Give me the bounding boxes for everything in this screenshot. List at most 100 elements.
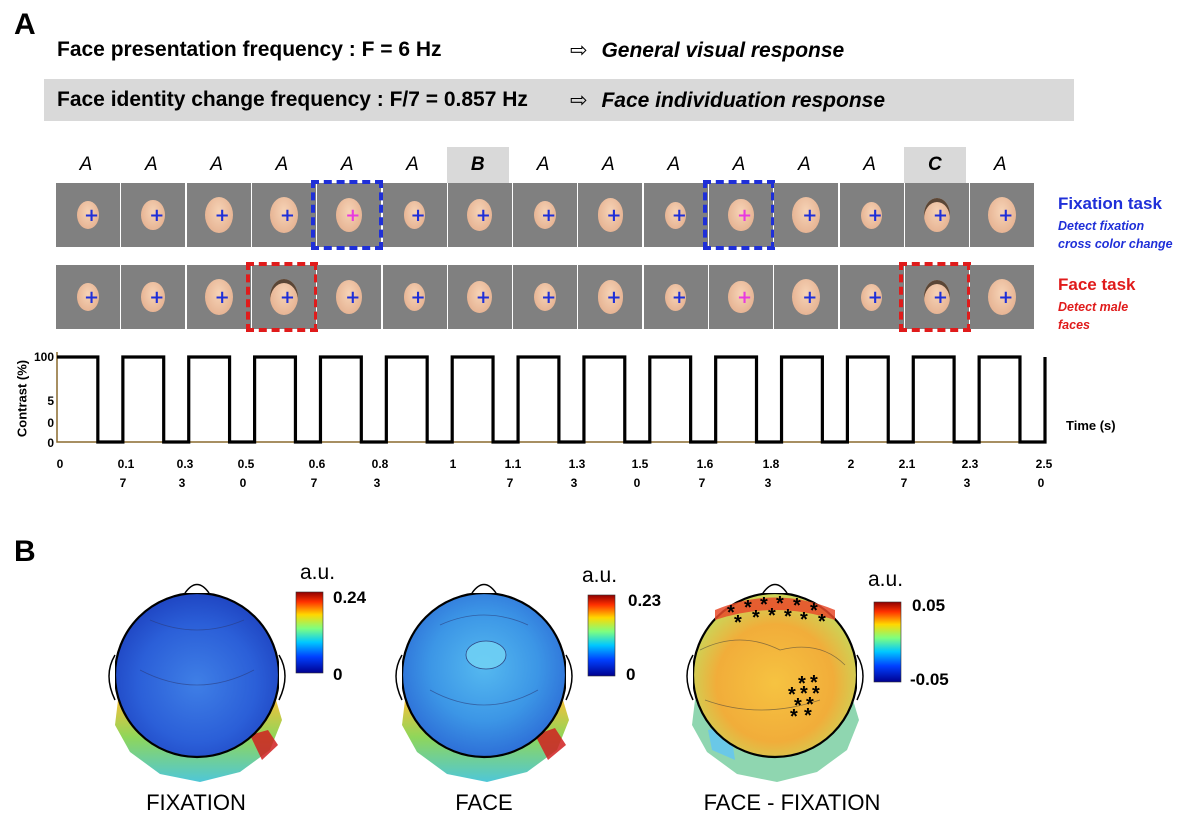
face-image	[467, 280, 493, 314]
face-image	[665, 283, 687, 311]
face-frame: +	[774, 265, 839, 329]
fixation-cross-icon: +	[737, 205, 753, 226]
fixation-cross-icon: +	[867, 205, 883, 226]
fixation-cross-icon: +	[671, 287, 687, 308]
x-tick-label: 1	[449, 457, 457, 471]
x-tick-label: 1.3	[568, 457, 586, 471]
x-tick-label: 0	[1037, 476, 1045, 490]
contrast-square-wave	[57, 355, 1047, 444]
identity-response-line: ⇨ Face individuation response	[570, 88, 885, 113]
sequence-letter: A	[602, 154, 615, 175]
face-frame: +	[970, 265, 1035, 329]
x-tick-label: 0.6	[308, 457, 326, 471]
sequence-letter: A	[797, 154, 811, 175]
fixation-cross-icon: +	[932, 287, 948, 308]
sequence-letter: A	[144, 154, 158, 175]
face-image	[923, 279, 951, 315]
x-tick-label: 7	[698, 476, 706, 490]
y-tick-label: 100	[33, 350, 54, 364]
face-image	[665, 201, 687, 229]
fixation-cross-icon: +	[149, 205, 165, 226]
face-image	[335, 197, 363, 233]
svg-text:*: *	[760, 594, 768, 616]
face-frame: +	[251, 265, 316, 329]
fixation-cross-icon: +	[84, 205, 100, 226]
x-tick-label: 0.3	[176, 457, 194, 471]
face-frame: +	[643, 265, 708, 329]
fixation-cross-icon: +	[737, 287, 753, 308]
face-max-label: 0.23	[628, 591, 662, 610]
fixation-cross-icon: +	[410, 287, 426, 308]
face-task-subtitle-1: Detect male	[1058, 300, 1129, 314]
x-tick-label: 1.8	[762, 457, 780, 471]
fixation-cross-icon: +	[345, 287, 361, 308]
face-image	[728, 198, 754, 232]
presentation-frequency-line: Face presentation frequency : F = 6 Hz	[57, 38, 442, 62]
sequence-letter: A	[667, 154, 681, 175]
svg-text:*: *	[727, 602, 735, 624]
face-frame: +	[643, 183, 708, 247]
sequence-letter: A	[732, 154, 746, 175]
face-frame: +	[839, 183, 904, 247]
face-image	[269, 279, 298, 315]
face-caption: FACE	[455, 790, 513, 815]
sequence-letter: A	[79, 154, 93, 175]
presentation-response-text: General visual response	[601, 39, 845, 62]
sequence-letter: A	[536, 154, 550, 175]
fixation-cross-icon: +	[802, 287, 818, 308]
svg-text:*: *	[810, 672, 818, 694]
fixation-cross-icon: +	[475, 205, 491, 226]
svg-text:*: *	[818, 611, 826, 633]
x-tick-label: 2.3	[961, 457, 979, 471]
y-tick-label: 5	[47, 394, 54, 408]
fixation-cross-icon: +	[149, 287, 165, 308]
sequence-letter: A	[210, 154, 223, 175]
x-tick-label: 1.1	[504, 457, 522, 471]
x-tick-label: 2.5	[1035, 457, 1053, 471]
identity-frequency-bar	[44, 79, 1074, 121]
face-frame: +	[578, 265, 643, 329]
svg-text:*: *	[810, 600, 818, 622]
face-frame: +	[382, 183, 447, 247]
face-frame: +	[121, 265, 186, 329]
face-frame: +	[839, 265, 904, 329]
panel-b-label: B	[14, 535, 36, 568]
fixation-cross-icon: +	[606, 205, 622, 226]
presentation-frequency-text: Face presentation frequency : F = 6 Hz	[57, 38, 442, 61]
x-tick-label: 3	[570, 476, 578, 490]
face-task-title: Face task	[1058, 275, 1136, 294]
x-tick-label: 0.1	[117, 457, 135, 471]
x-tick-label: 7	[119, 476, 127, 490]
target-frame-highlight	[245, 262, 318, 332]
face-image	[597, 280, 624, 314]
svg-text:*: *	[768, 605, 776, 627]
fixation-cross-icon: +	[84, 287, 100, 308]
face-frame: +	[317, 265, 382, 329]
fixation-topomap	[108, 583, 286, 782]
face-image	[861, 201, 883, 229]
arrow-right-icon: ⇨	[570, 39, 588, 62]
fixation-min-label: 0	[333, 665, 343, 684]
fixation-cross-icon: +	[214, 205, 230, 226]
face-image	[988, 197, 1017, 233]
x-tick-label: 7	[900, 476, 908, 490]
face-frame: +	[970, 183, 1035, 247]
fixation-cross-icon: +	[606, 287, 622, 308]
face-image	[861, 283, 883, 311]
x-tick-label: 7	[310, 476, 318, 490]
face-image	[141, 281, 166, 313]
svg-text:*: *	[776, 593, 784, 615]
fixation-task-title: Fixation task	[1058, 194, 1162, 213]
face-topomap	[395, 583, 573, 782]
face-image	[597, 198, 624, 232]
x-tick-label: 0.8	[371, 457, 389, 471]
face-frame: +	[447, 183, 512, 247]
face-frame: +	[709, 183, 773, 247]
fixation-cross-icon: +	[867, 287, 883, 308]
face-image	[533, 200, 557, 230]
fixation-cross-icon: +	[410, 205, 426, 226]
x-tick-label: 3	[963, 476, 971, 490]
face-frame: +	[186, 183, 251, 247]
face-image	[533, 282, 557, 312]
